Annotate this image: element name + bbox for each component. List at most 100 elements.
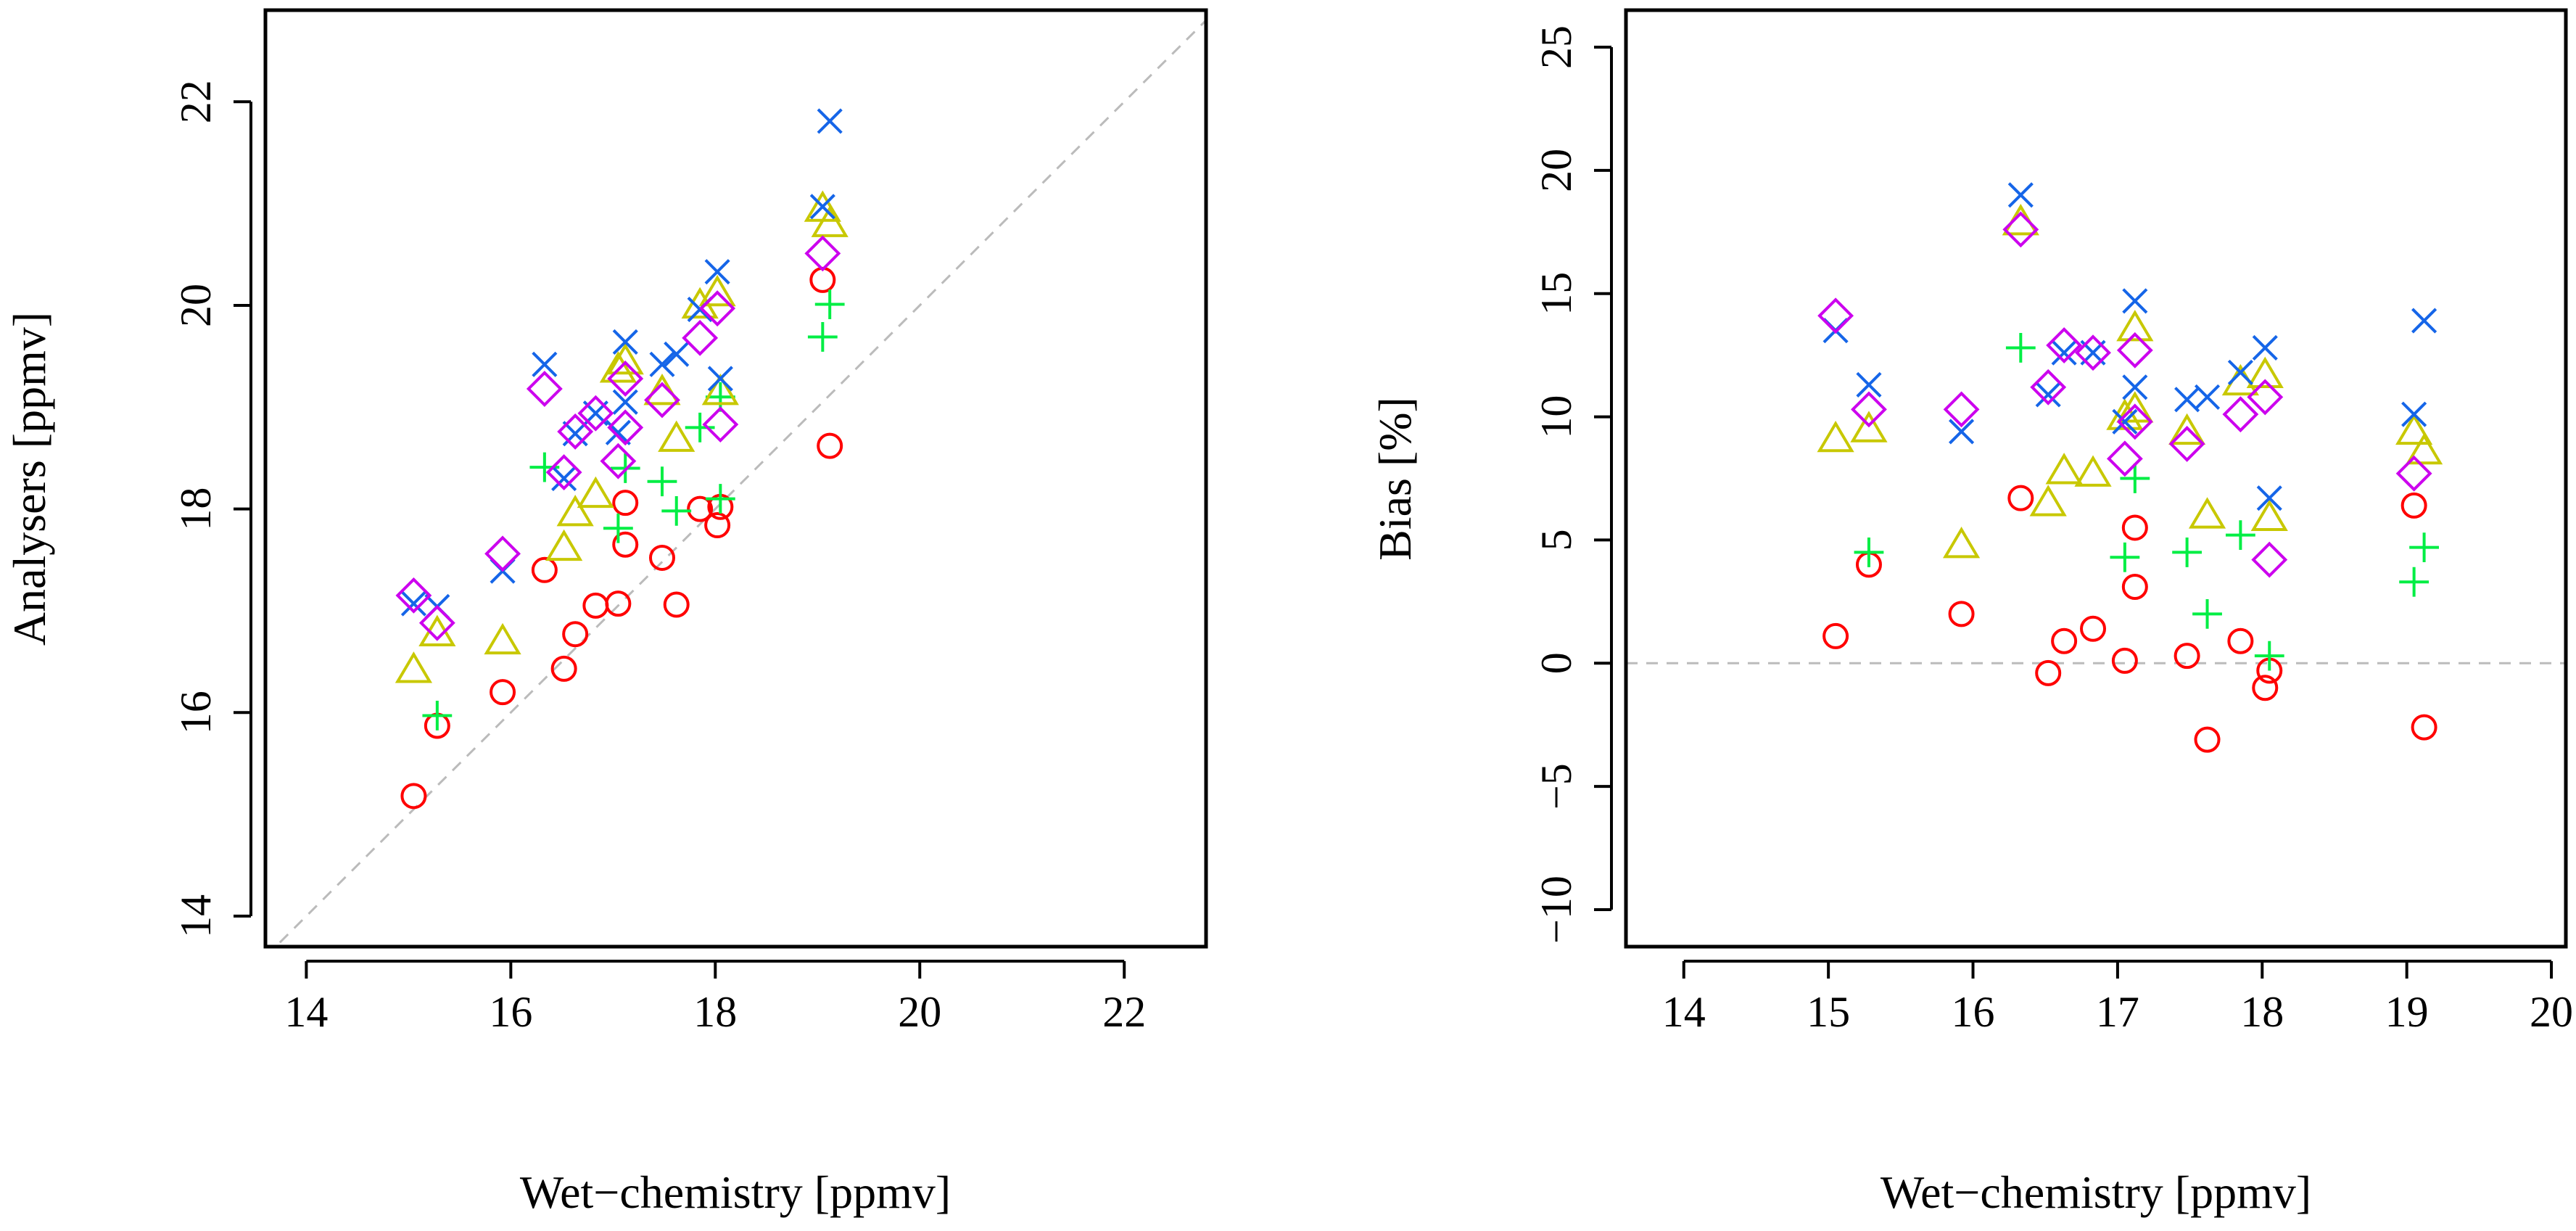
- point-diamond: [2395, 455, 2432, 492]
- x-tick-label: 20: [898, 988, 941, 1036]
- point-diamond: [2030, 369, 2067, 405]
- point-diamond: [2251, 541, 2288, 578]
- point-circle: [2080, 615, 2107, 642]
- point-plus: [1854, 538, 1884, 567]
- point-plus: [2225, 520, 2255, 551]
- point-diamond: [682, 319, 719, 356]
- point-diamond: [526, 371, 563, 407]
- point-plus: [661, 496, 692, 526]
- point-circle: [605, 590, 632, 617]
- point-circle: [1948, 601, 1975, 627]
- point-circle: [809, 266, 836, 293]
- point-diamond: [600, 442, 637, 479]
- point-circle: [562, 621, 589, 648]
- point-diamond: [2247, 379, 2284, 416]
- point-plus: [2409, 532, 2439, 563]
- point-triangle: [2405, 432, 2443, 465]
- point-x: [2227, 359, 2253, 385]
- point-plus: [2254, 641, 2284, 671]
- point-triangle: [2116, 310, 2154, 342]
- point-plus: [2005, 333, 2036, 363]
- point-triangle: [1942, 527, 1981, 559]
- point-circle: [2121, 514, 2148, 541]
- x-tick-label: 18: [693, 988, 737, 1036]
- point-diamond: [1943, 391, 1980, 428]
- point-diamond: [484, 535, 521, 572]
- x-tick-label: 15: [1807, 988, 1850, 1036]
- x-tick-label: 19: [2385, 988, 2429, 1036]
- point-circle: [663, 591, 690, 618]
- point-plus: [814, 289, 845, 319]
- point-circle: [612, 490, 639, 516]
- point-circle: [2035, 659, 2062, 686]
- y-tick-label: 14: [172, 894, 220, 938]
- y-tick-label: −5: [1532, 763, 1580, 810]
- point-triangle: [556, 495, 594, 527]
- point-x: [2122, 288, 2148, 314]
- point-triangle: [1850, 411, 1888, 442]
- x-tick-label: 18: [2240, 988, 2284, 1036]
- point-diamond: [644, 382, 680, 419]
- point-triangle: [2395, 413, 2433, 445]
- point-diamond: [395, 577, 432, 614]
- x-tick-label: 16: [1952, 988, 1995, 1036]
- point-x: [612, 389, 638, 415]
- point-x: [2007, 182, 2034, 208]
- point-circle: [2111, 647, 2138, 674]
- point-diamond: [607, 409, 644, 446]
- y-tick-label: 5: [1532, 529, 1580, 551]
- point-triangle: [2074, 455, 2112, 487]
- y-tick-label: 10: [1532, 395, 1580, 439]
- point-circle: [817, 432, 843, 459]
- point-x: [664, 341, 690, 367]
- point-plus: [2399, 567, 2430, 597]
- point-plus: [685, 412, 715, 442]
- y-tick-label: 22: [172, 80, 220, 123]
- point-diamond: [1817, 297, 1854, 334]
- point-x: [704, 259, 730, 285]
- point-x: [2122, 374, 2148, 400]
- point-circle: [2007, 485, 2034, 511]
- x-tick-label: 14: [284, 988, 328, 1036]
- point-triangle: [2188, 497, 2226, 529]
- point-diamond: [2222, 396, 2259, 433]
- point-diamond: [2168, 426, 2205, 462]
- point-x: [612, 329, 638, 355]
- point-plus: [647, 466, 677, 497]
- point-circle: [582, 592, 609, 619]
- point-diamond: [2116, 332, 2153, 369]
- point-plus: [2110, 542, 2140, 572]
- y-axis-label: Bias [%]: [1369, 397, 1421, 561]
- point-circle: [2194, 726, 2221, 753]
- point-diamond: [702, 406, 739, 443]
- point-x: [649, 351, 675, 377]
- point-circle: [2227, 627, 2254, 654]
- point-circle: [2121, 573, 2148, 600]
- y-tick-label: 20: [172, 284, 220, 327]
- x-tick-label: 22: [1102, 988, 1146, 1036]
- point-diamond: [418, 604, 455, 641]
- point-triangle: [2002, 203, 2039, 236]
- x-axis-label: Wet−chemistry [ppmv]: [1881, 1166, 2311, 1218]
- point-plus: [2172, 538, 2203, 567]
- x-tick-label: 20: [2530, 988, 2573, 1036]
- point-triangle: [2045, 453, 2083, 485]
- point-x: [2401, 401, 2427, 427]
- point-diamond: [804, 235, 841, 272]
- point-diamond: [2075, 334, 2111, 371]
- y-tick-label: 0: [1532, 652, 1580, 674]
- y-axis-label: Analysers [ppmv]: [4, 312, 55, 646]
- point-circle: [2174, 643, 2200, 670]
- point-plus: [2120, 464, 2150, 493]
- point-diamond: [545, 454, 582, 491]
- point-diamond: [2002, 211, 2039, 248]
- point-triangle: [811, 205, 849, 237]
- point-triangle: [643, 374, 681, 405]
- point-x: [2256, 485, 2282, 511]
- y-tick-label: 20: [1532, 149, 1580, 192]
- point-x: [817, 108, 843, 134]
- point-triangle: [2250, 499, 2288, 532]
- reference-line: [273, 19, 1206, 947]
- point-circle: [531, 556, 558, 583]
- point-circle: [612, 531, 639, 558]
